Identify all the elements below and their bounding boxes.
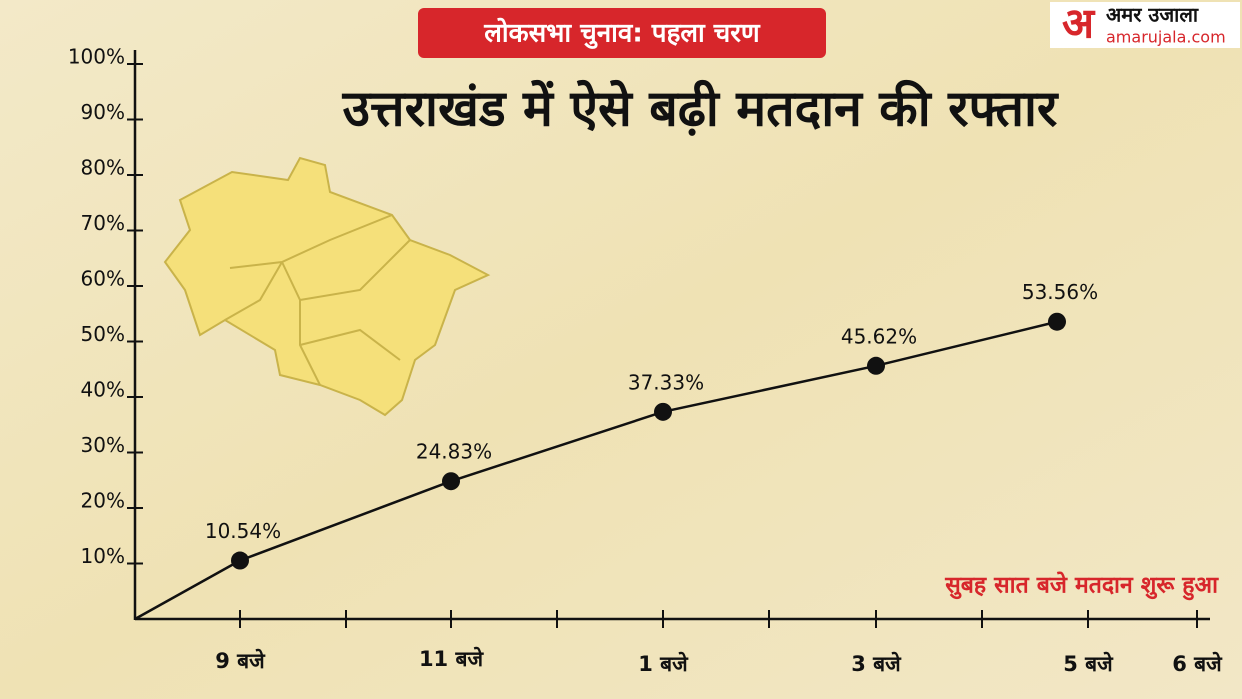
y-tick-label: 10% [81,544,125,568]
start-segment [134,559,241,621]
annotation: सुबह सात बजे मतदान शुरू हुआ [944,571,1219,601]
badge [418,8,826,58]
point [231,551,249,570]
x-tick-label: 11 बजे [419,646,485,671]
logo-box [1050,2,1240,48]
y-tick-label: 30% [81,433,125,457]
value-label: 10.54% [205,519,281,543]
y-tick-label: 70% [81,211,125,235]
y-tick-label: 50% [81,322,125,346]
value-label: 24.83% [416,440,492,464]
value-label: 53.56% [1022,280,1098,304]
point [442,472,460,491]
point [654,402,672,421]
logo-site: amarujala.com [1106,28,1226,47]
chart-title: उत्तराखंड में ऐसे बढ़ी मतदान की रफ्तार [342,80,1059,138]
x-tick-label: 9 बजे [215,648,266,673]
x-tick-label: 6 बजे [1172,651,1223,676]
x-tick-label: 1 बजे [638,651,689,676]
y-tick-label: 100% [68,45,125,69]
logo-name: अमर उजाला [1106,3,1199,27]
x-tick-label: 3 बजे [851,651,902,676]
y-tick-label: 60% [81,267,125,291]
district-borders [224,214,411,386]
value-label: 45.62% [841,324,917,348]
value-label: 37.33% [628,370,704,394]
point [867,356,885,375]
x-tick-label: 5 बजे [1063,651,1114,676]
state-map [163,156,491,417]
x-minor-ticks [345,610,983,628]
point [1048,312,1066,331]
y-tick-label: 90% [81,100,125,124]
y-tick-label: 20% [81,489,125,513]
logo-mark: अ [1062,0,1096,48]
y-tick-label: 80% [81,156,125,180]
y-tick-label: 40% [81,378,125,402]
chart-subtitle: लोकसभा चुनाव: पहला चरण [483,18,761,50]
